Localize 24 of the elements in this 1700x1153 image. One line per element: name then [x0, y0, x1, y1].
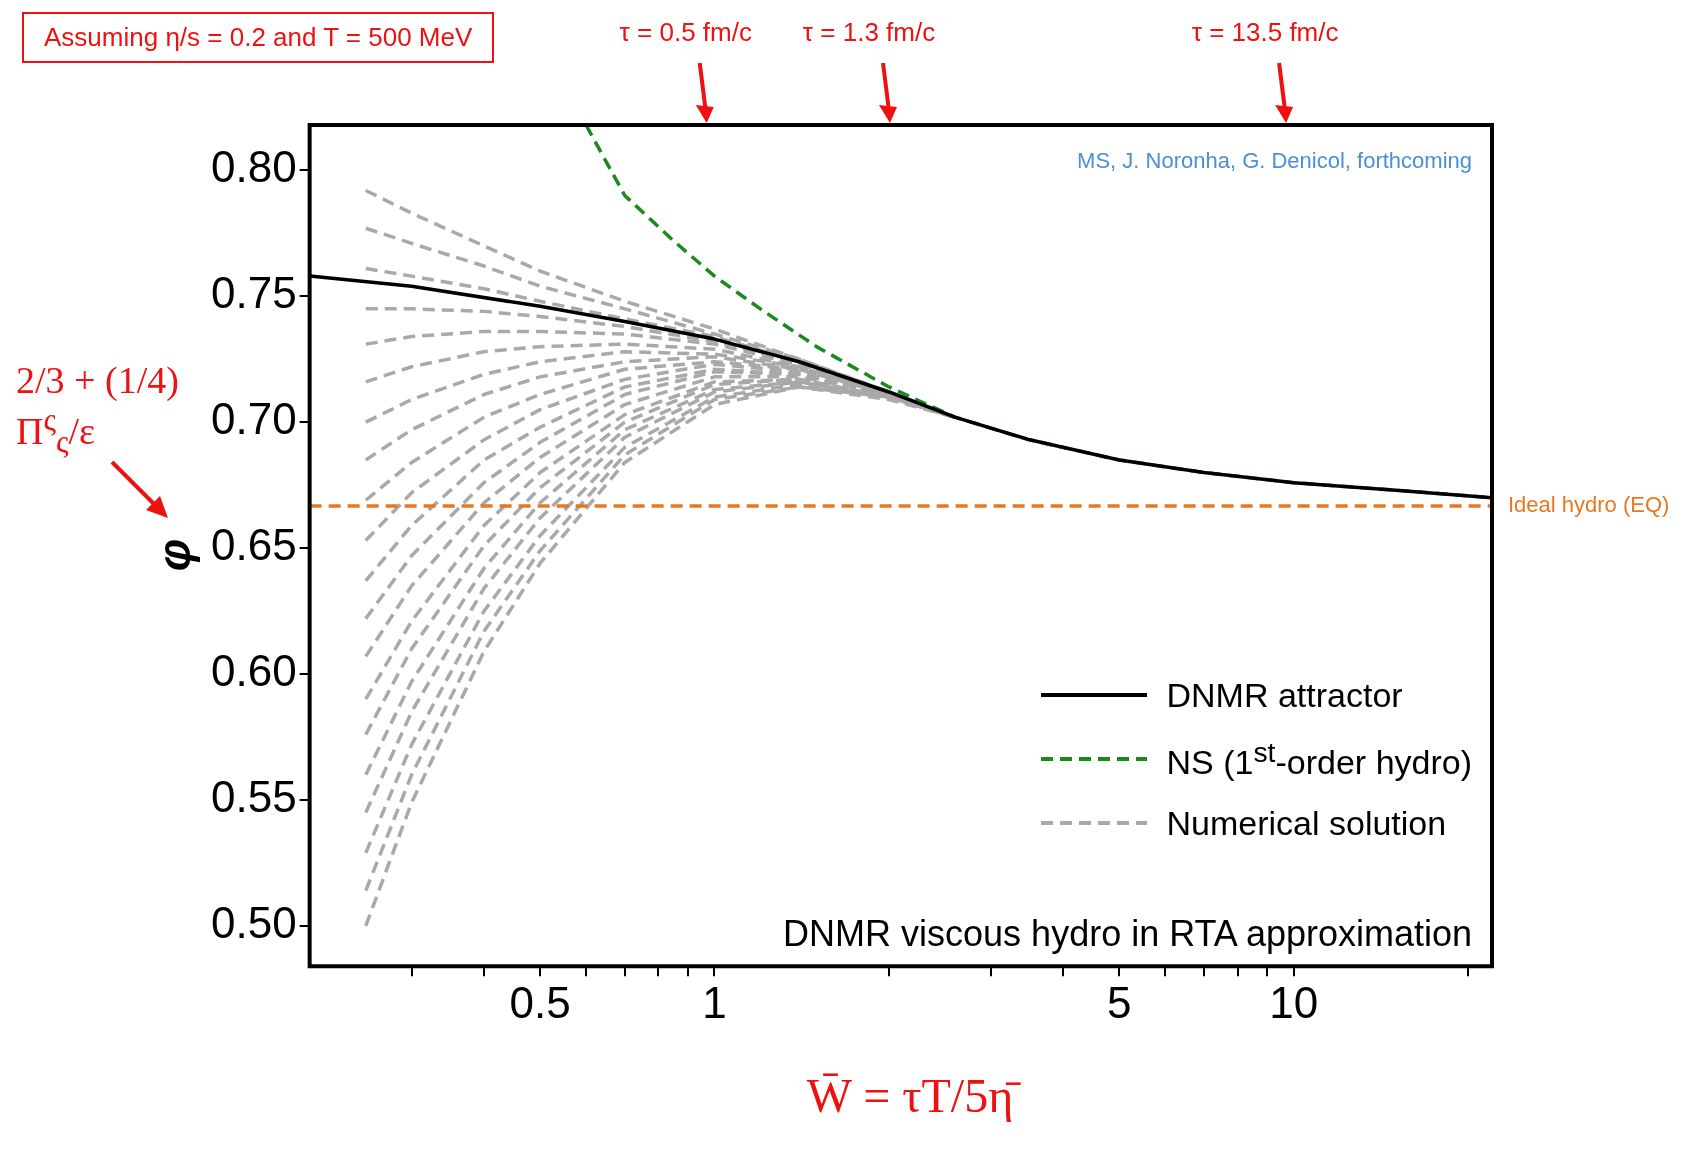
legend-label: Numerical solution: [1166, 803, 1447, 843]
y-tick-label: 0.55: [211, 772, 297, 822]
x-tick-label: 1: [702, 977, 727, 1027]
text: Assuming η/s = 0.2 and T = 500 MeV: [22, 12, 495, 63]
legend-label: NS (1$^{st}$-order hydro): [1166, 735, 1472, 783]
x-tick-label: 0.5: [509, 977, 571, 1027]
annotation: MS, J. Noronha, G. Denicol, forthcoming: [1077, 148, 1472, 174]
x-tick-label: 10: [1269, 977, 1319, 1027]
y-tick-label: 0.50: [211, 898, 297, 948]
legend-label: DNMR attractor: [1166, 675, 1403, 715]
annotation: DNMR viscous hydro in RTA approximation: [783, 913, 1472, 955]
y-tick-label: 0.65: [211, 520, 297, 570]
x-tick-label: 5: [1107, 977, 1132, 1027]
y-axis-title: φ: [147, 538, 202, 572]
y-tick-label: 0.70: [211, 394, 297, 444]
y-tick-label: 0.80: [211, 142, 297, 192]
text: τ = 13.5 fm/c: [1191, 17, 1339, 47]
x-axis-title: W̄ = τT/5η̄: [805, 1068, 1022, 1123]
text: 2/3 + (1/4) Π$^{ς}$$_{ς}$/ε: [16, 359, 179, 460]
ref-line-label: Ideal hydro (EQ): [1508, 492, 1670, 518]
y-tick-label: 0.60: [211, 646, 297, 696]
y-tick-label: 0.75: [211, 268, 297, 318]
text: τ = 0.5 fm/c: [619, 17, 752, 47]
text: τ = 1.3 fm/c: [802, 17, 936, 47]
